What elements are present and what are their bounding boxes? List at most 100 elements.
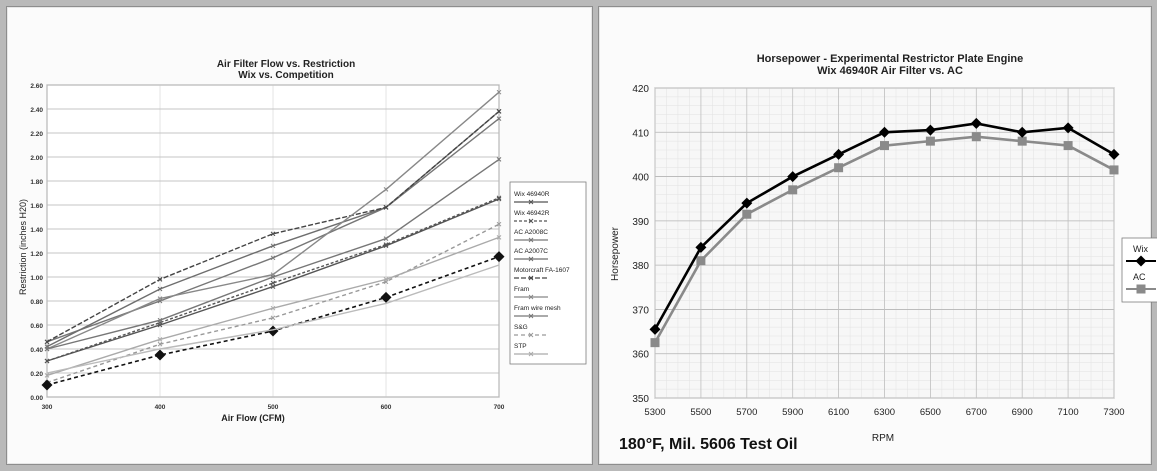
data-point — [157, 317, 163, 323]
data-point — [270, 243, 276, 249]
y-axis-label: Horsepower — [610, 226, 621, 281]
data-point — [650, 338, 660, 348]
x-tick-label: 700 — [494, 404, 505, 411]
legend-marker — [1135, 255, 1147, 267]
y-tick-label: 0.80 — [30, 299, 43, 306]
y-tick-label: 0.60 — [30, 323, 43, 330]
data-point — [925, 136, 935, 146]
data-point — [383, 277, 389, 282]
y-tick-label: 1.80 — [30, 179, 43, 186]
data-point — [496, 157, 502, 162]
data-point — [970, 117, 982, 129]
data-point — [383, 236, 389, 241]
data-point — [696, 256, 706, 266]
legend-entry: S&G — [514, 324, 528, 331]
data-point — [971, 132, 981, 142]
series-line — [46, 264, 500, 374]
legend-marker — [528, 313, 534, 319]
legend-entry: Fram — [514, 286, 529, 293]
legend-marker — [528, 351, 534, 357]
data-point — [44, 346, 50, 352]
data-point — [44, 339, 50, 345]
data-point — [270, 255, 276, 261]
legend-marker — [528, 218, 534, 224]
y-axis-ticks: 350 360 370 380 390 400 410 420 — [632, 84, 649, 405]
y-tick-label: 2.20 — [30, 131, 43, 138]
data-point — [380, 291, 392, 303]
data-point — [270, 280, 276, 286]
horsepower-chart: Horsepower - Experimental Restrictor Pla… — [610, 53, 1157, 453]
restriction-chart: Air Filter Flow vs. Restriction Wix vs. … — [18, 59, 587, 423]
x-tick-label: 500 — [268, 404, 279, 411]
y-tick-label: 0.00 — [30, 395, 43, 402]
data-point — [157, 296, 163, 301]
legend-marker — [528, 256, 534, 262]
right-chart-panel: Horsepower - Experimental Restrictor Pla… — [598, 6, 1157, 465]
series-lines — [649, 117, 1120, 348]
data-point — [496, 235, 502, 240]
data-point — [493, 251, 505, 263]
data-point — [833, 148, 845, 160]
legend-entry: STP — [514, 343, 527, 350]
legend-marker — [528, 199, 534, 205]
y-tick-label: 1.40 — [30, 227, 43, 234]
y-tick-label: 2.00 — [30, 155, 43, 162]
x-tick-label: 400 — [155, 404, 166, 411]
legend-box — [509, 181, 587, 365]
x-axis-ticks: 5300 5500 5700 5900 6100 6300 6500 6700 6900 7100… — [644, 407, 1124, 418]
data-point — [383, 242, 389, 247]
data-point — [44, 358, 50, 364]
data-point — [742, 209, 752, 219]
data-point — [879, 126, 890, 138]
data-point — [649, 323, 661, 335]
y-tick-label: 410 — [632, 128, 649, 139]
data-point — [270, 315, 276, 321]
data-point — [41, 379, 53, 391]
grid — [46, 84, 500, 398]
legend-marker — [528, 275, 534, 281]
data-point — [157, 341, 163, 347]
y-tick-label: 370 — [632, 305, 649, 316]
x-tick-label: 6300 — [874, 407, 895, 418]
y-tick-label: 420 — [632, 84, 649, 95]
x-tick-label: 600 — [381, 404, 392, 411]
series-line — [46, 110, 500, 343]
data-point — [1016, 126, 1028, 138]
chart-subtitle: Wix vs. Competition — [238, 70, 333, 81]
legend-entry: Wix — [1133, 244, 1148, 254]
data-point — [44, 373, 50, 378]
x-tick-label: 7300 — [1103, 407, 1124, 418]
y-tick-label: 1.60 — [30, 203, 43, 210]
data-point — [270, 274, 276, 280]
legend: Wix AC — [1121, 237, 1157, 303]
data-point — [383, 187, 389, 192]
data-point — [496, 109, 502, 114]
legend-marker — [528, 237, 534, 243]
chart-subtitle: Wix 46940R Air Filter vs. AC — [817, 65, 963, 77]
x-tick-label: 7100 — [1058, 407, 1079, 418]
y-tick-label: 360 — [632, 350, 649, 361]
data-point — [157, 286, 163, 292]
legend-entry: Wix 46942R — [514, 210, 550, 217]
legend-entry: AC A2007C — [514, 248, 548, 255]
data-point — [496, 116, 502, 121]
x-tick-label: 5900 — [782, 407, 803, 418]
legend-entry: Wix 46940R — [514, 191, 550, 198]
data-point — [496, 195, 502, 201]
y-tick-label: 390 — [632, 217, 649, 228]
data-point — [154, 349, 166, 361]
x-tick-label: 6900 — [1012, 407, 1033, 418]
x-tick-label: 6700 — [966, 407, 987, 418]
legend: Wix 46940R Wix 46942R AC A2008C AC A2007C Mo… — [509, 181, 587, 365]
grid — [654, 87, 1115, 399]
data-point — [787, 171, 799, 183]
legend-entry: AC A2008C — [514, 229, 548, 236]
test-oil-annotation: 180°F, Mil. 5606 Test Oil — [619, 436, 798, 453]
y-tick-label: 2.40 — [30, 107, 43, 114]
x-tick-label: 5500 — [690, 407, 711, 418]
y-tick-label: 350 — [632, 394, 649, 405]
x-axis-label: Air Flow (CFM) — [221, 413, 285, 423]
data-point — [1109, 165, 1119, 175]
left-chart-panel: Air Filter Flow vs. Restriction Wix vs. … — [6, 6, 593, 465]
y-tick-label: 0.20 — [30, 371, 43, 378]
